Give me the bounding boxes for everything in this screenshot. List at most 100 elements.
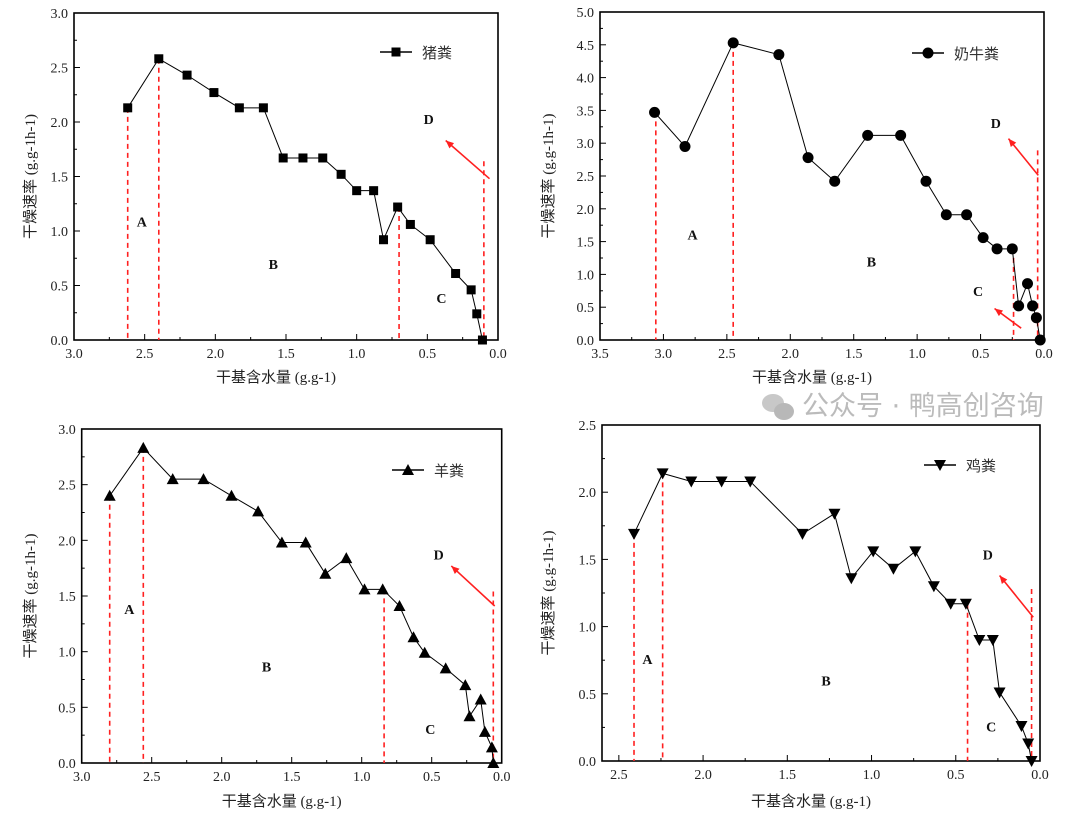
y-tick-label: 1.5 [58,590,76,605]
data-point [944,598,957,610]
data-point [1022,278,1034,290]
data-point [318,153,328,163]
y-tick-label: 1.5 [577,236,595,251]
data-point [1022,738,1035,750]
y-tick-label: 2.5 [579,419,597,434]
data-point [685,476,698,488]
x-tick-label: 3.0 [73,770,91,785]
y-tick-label: 3.5 [577,104,595,119]
x-tick-label: 1.0 [908,347,926,362]
y-tick-label: 4.5 [577,39,595,54]
y-tick-label: 0.5 [58,701,76,716]
arrow-head [1008,138,1017,148]
data-point [802,152,814,164]
region-label: D [424,113,434,128]
x-tick-label: 2.5 [610,768,628,783]
data-point [275,536,288,548]
data-point [887,563,900,575]
y-tick-label: 2.5 [51,62,69,77]
data-point [487,757,500,768]
region-label: B [867,256,876,271]
y-tick-label: 0.5 [51,280,69,295]
x-tick-label: 0.5 [972,347,990,362]
data-point [649,106,661,118]
chart-panel-3: 3.0 2.5 2.0 1.5 1.0 0.5 0.0 0.0 0.5 1.0 1.5 2.0 2.5 3… [22,423,510,810]
series-line [127,58,483,341]
y-tick-label: 1.0 [51,225,69,240]
x-axis-title: 干基含水量 (g.g-1) [752,369,872,386]
data-point [862,129,874,141]
legend-label: 奶牛粪 [954,45,999,63]
y-tick-label: 0.0 [51,334,69,349]
data-point [993,687,1006,699]
data-point [715,476,728,488]
legend-label: 鸡粪 [966,457,996,475]
y-tick-label: 2.0 [58,534,76,549]
data-point [895,129,907,141]
x-tick-label: 0.5 [419,347,437,362]
chart-panel-2: 3.5 3.0 2.5 2.0 1.5 1.0 0.5 0.0 0.0 0.5 1.0 1.5 2.0 2… [540,6,1053,386]
data-point [474,693,487,705]
y-tick-label: 2.0 [577,203,595,218]
y-tick-label: 1.0 [58,646,76,661]
wechat-icon [762,392,796,422]
series-line [633,472,1033,762]
data-point [369,186,379,196]
data-point [920,175,932,187]
data-point [103,489,116,501]
data-point [182,70,192,80]
region-label: D [991,117,1001,132]
y-axis-title: 干燥速率 (g.g-1h-1) [22,534,39,659]
legend-label: 猪粪 [422,44,452,62]
y-tick-label: 0.0 [577,334,595,349]
data-point [336,169,346,179]
data-point [940,209,952,221]
data-point [466,285,476,295]
region-label: C [986,720,996,735]
data-point [234,103,244,113]
data-point [154,54,164,64]
x-tick-label: 0.0 [1035,347,1053,362]
y-tick-label: 0.5 [577,301,595,316]
x-tick-label: 1.0 [353,770,371,785]
region-label: B [821,675,830,690]
y-tick-label: 2.0 [579,486,597,501]
data-point [137,441,150,453]
region-label: C [973,285,983,300]
chart-panel-4: 2.5 2.0 1.5 1.0 0.5 0.0 0.0 0.5 1.0 1.5 2.0 2.5 干基含水… [540,419,1049,810]
data-point [986,635,999,647]
region-label: C [436,292,446,307]
series-line [109,447,494,764]
y-tick-label: 2.5 [58,479,76,494]
arrow-head [445,140,455,149]
data-point [477,335,487,345]
y-tick-label: 1.0 [579,621,597,636]
data-point [405,219,415,229]
arrow-head [994,308,1004,317]
legend-marker [402,464,414,475]
x-tick-label: 2.5 [136,347,154,362]
data-point [298,153,308,163]
plot-frame [73,12,499,341]
data-point [867,546,880,558]
data-point [845,573,858,585]
y-axis-title: 干燥速率 (g.g-1h-1) [540,531,557,656]
data-point [451,269,461,279]
data-point [1013,300,1025,312]
data-point [472,309,482,319]
data-point [909,546,922,558]
data-point [1034,334,1046,346]
region-label: C [425,723,435,738]
data-point [478,725,491,737]
data-point [656,468,669,480]
data-point [1027,300,1039,312]
data-point [959,598,972,610]
data-point [1025,756,1038,767]
data-point [278,153,288,163]
x-axis-title: 干基含水量 (g.g-1) [216,369,336,386]
arrow-head [451,565,460,574]
data-point [828,508,841,520]
x-tick-label: 0.0 [1031,768,1049,783]
data-point [258,103,268,113]
